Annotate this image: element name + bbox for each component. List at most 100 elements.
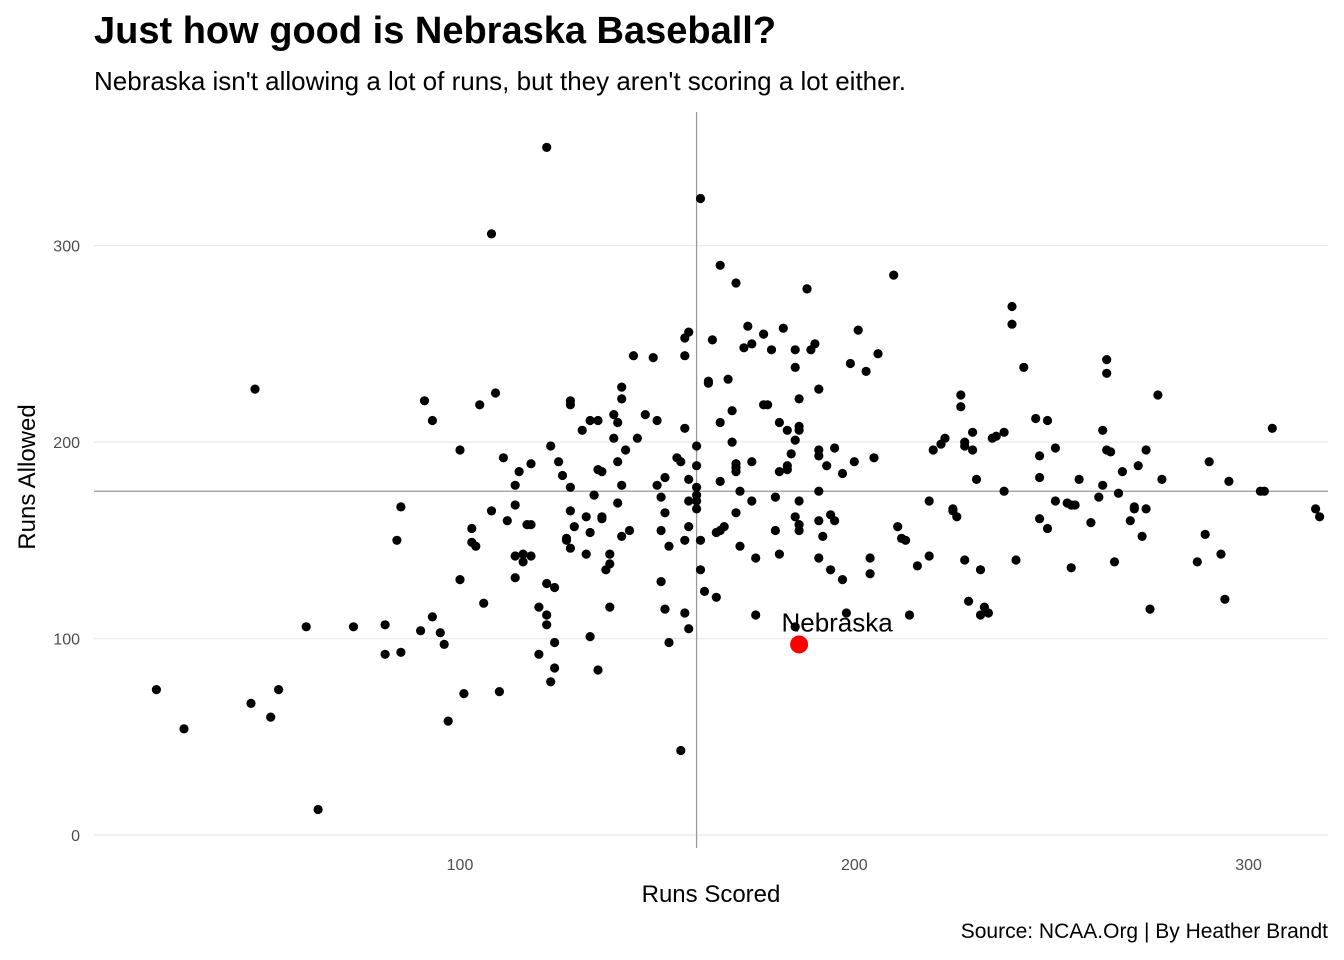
- team-point: [684, 624, 694, 634]
- team-point: [628, 351, 639, 361]
- team-point: [565, 482, 576, 492]
- team-point: [609, 410, 619, 420]
- team-point: [510, 500, 520, 510]
- team-point: [250, 384, 260, 394]
- team-point: [912, 561, 923, 571]
- team-point: [1311, 504, 1321, 514]
- team-point: [790, 512, 800, 522]
- team-point: [826, 565, 836, 575]
- team-point: [1035, 451, 1045, 461]
- team-point: [526, 551, 536, 561]
- team-point: [837, 575, 848, 585]
- team-point: [494, 687, 504, 697]
- nebraska-point: [790, 635, 809, 654]
- team-point: [459, 689, 469, 699]
- team-point: [1113, 488, 1124, 498]
- team-point: [814, 516, 824, 526]
- team-point: [695, 565, 706, 575]
- team-point: [676, 745, 686, 756]
- team-point: [1086, 518, 1096, 528]
- team-point: [1315, 512, 1325, 522]
- team-point: [664, 637, 674, 648]
- team-point: [486, 229, 497, 239]
- team-point: [577, 425, 587, 435]
- team-point: [999, 486, 1009, 496]
- team-point: [569, 522, 579, 532]
- team-point: [632, 433, 643, 443]
- team-point: [684, 522, 694, 532]
- team-point: [617, 394, 627, 404]
- team-point: [613, 417, 623, 428]
- team-point: [1145, 604, 1155, 614]
- team-point: [837, 468, 848, 479]
- team-point: [971, 474, 982, 484]
- team-point: [246, 698, 256, 709]
- team-point: [1050, 443, 1060, 453]
- team-point: [711, 592, 721, 602]
- team-point: [498, 453, 508, 463]
- team-point: [968, 427, 978, 437]
- team-point: [904, 610, 915, 620]
- team-point: [790, 345, 800, 355]
- team-point: [747, 339, 757, 349]
- team-point: [301, 622, 311, 632]
- team-point: [759, 329, 769, 339]
- team-point: [830, 443, 840, 453]
- team-point: [380, 620, 390, 630]
- team-point: [747, 496, 757, 506]
- team-point: [695, 535, 706, 545]
- team-point: [1141, 445, 1151, 455]
- team-point: [518, 557, 528, 567]
- team-point: [510, 551, 520, 561]
- team-point: [991, 431, 1001, 441]
- team-point: [664, 541, 674, 551]
- team-point: [723, 374, 733, 384]
- team-point: [534, 649, 544, 659]
- team-point: [542, 620, 552, 630]
- team-point: [1102, 355, 1112, 365]
- team-point: [640, 410, 650, 420]
- team-point: [427, 612, 437, 622]
- team-point: [652, 415, 662, 426]
- reference-lines: [94, 112, 1328, 848]
- team-point: [1109, 557, 1120, 567]
- team-point: [392, 535, 402, 545]
- team-point: [597, 514, 607, 524]
- team-point: [439, 639, 449, 650]
- team-point: [814, 451, 824, 461]
- team-point: [593, 415, 603, 426]
- team-point: [660, 508, 670, 518]
- team-point: [731, 508, 741, 518]
- team-point: [550, 663, 560, 673]
- team-point: [924, 551, 934, 561]
- team-point: [1019, 362, 1029, 372]
- x-tick-label: 100: [447, 857, 474, 874]
- team-point: [703, 376, 714, 386]
- team-point: [692, 461, 702, 471]
- team-point: [893, 522, 903, 532]
- team-point: [502, 516, 512, 526]
- team-point: [1259, 486, 1269, 496]
- team-point: [960, 555, 970, 565]
- y-tick-label: 100: [53, 632, 80, 649]
- team-point: [680, 535, 690, 545]
- team-point: [794, 394, 804, 404]
- team-point: [416, 626, 426, 636]
- team-point: [396, 647, 406, 657]
- team-point: [656, 492, 666, 502]
- team-point: [869, 453, 879, 463]
- team-point: [770, 525, 781, 536]
- team-point: [656, 577, 666, 587]
- team-point: [968, 445, 978, 455]
- team-point: [617, 480, 627, 490]
- team-point: [692, 441, 702, 451]
- tick-labels: 0 100 200 300 100 200 300: [53, 239, 1262, 874]
- team-point: [774, 549, 785, 559]
- team-point: [656, 525, 666, 536]
- y-tick-label: 300: [53, 239, 80, 256]
- team-point: [956, 402, 966, 412]
- team-point: [1204, 457, 1214, 467]
- team-point: [763, 400, 773, 410]
- team-point: [695, 193, 706, 204]
- team-point: [621, 445, 631, 455]
